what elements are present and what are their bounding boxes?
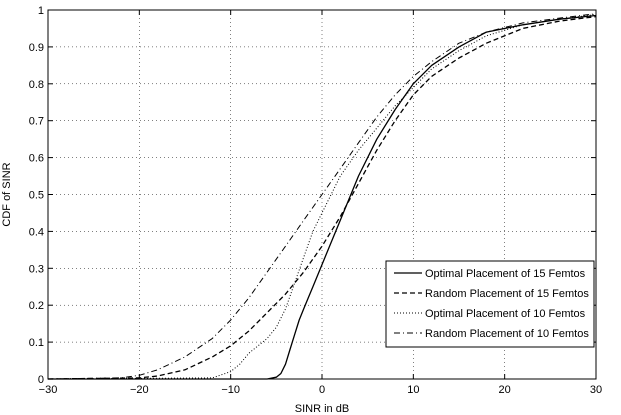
legend-label-4: Random Placement of 10 Femtos	[425, 328, 589, 340]
y-tick-label: 0.6	[29, 153, 44, 165]
legend-label-1: Optimal Placement of 15 Femtos	[425, 268, 586, 280]
y-tick-label: 0.7	[29, 116, 44, 128]
series-line-1	[48, 14, 597, 380]
x-tick-label: −30	[39, 384, 58, 396]
y-tick-label: 0.4	[29, 226, 44, 238]
x-tick-label: −10	[221, 384, 240, 396]
x-tick-label: −20	[130, 384, 149, 396]
legend: Optimal Placement of 15 Femtos Random Pla…	[385, 260, 595, 348]
x-tick-label: 10	[407, 384, 419, 396]
legend-label-3: Optimal Placement of 10 Femtos	[425, 308, 586, 320]
series-line-4	[47, 13, 597, 380]
y-axis-title: CDF of SINR	[1, 162, 13, 226]
x-tick-label: 20	[499, 384, 511, 396]
series-lines	[47, 13, 597, 380]
x-axis-title: SINR in dB	[295, 403, 349, 415]
y-tick-label: 0.9	[29, 42, 44, 54]
y-tick-label: 0.8	[29, 79, 44, 91]
y-tick-label: 0.1	[29, 337, 44, 349]
legend-label-2: Random Placement of 15 Femtos	[425, 288, 589, 300]
x-tick-label: 0	[319, 384, 325, 396]
y-tick-label: 0.2	[29, 300, 44, 312]
y-tick-label: 0.3	[29, 263, 44, 275]
x-tick-label: 30	[590, 384, 602, 396]
axis-ticks: −30 −20 −10 0 10 20 30 0 0.1 0.2 0.3 0.4 0.5 0.6 0.7 0.…	[29, 5, 602, 396]
series-line-3	[47, 13, 597, 380]
y-tick-label: 0.5	[29, 190, 44, 202]
y-tick-label: 1	[38, 5, 44, 17]
y-tick-label: 0	[38, 374, 44, 386]
series-line-2	[47, 15, 597, 380]
